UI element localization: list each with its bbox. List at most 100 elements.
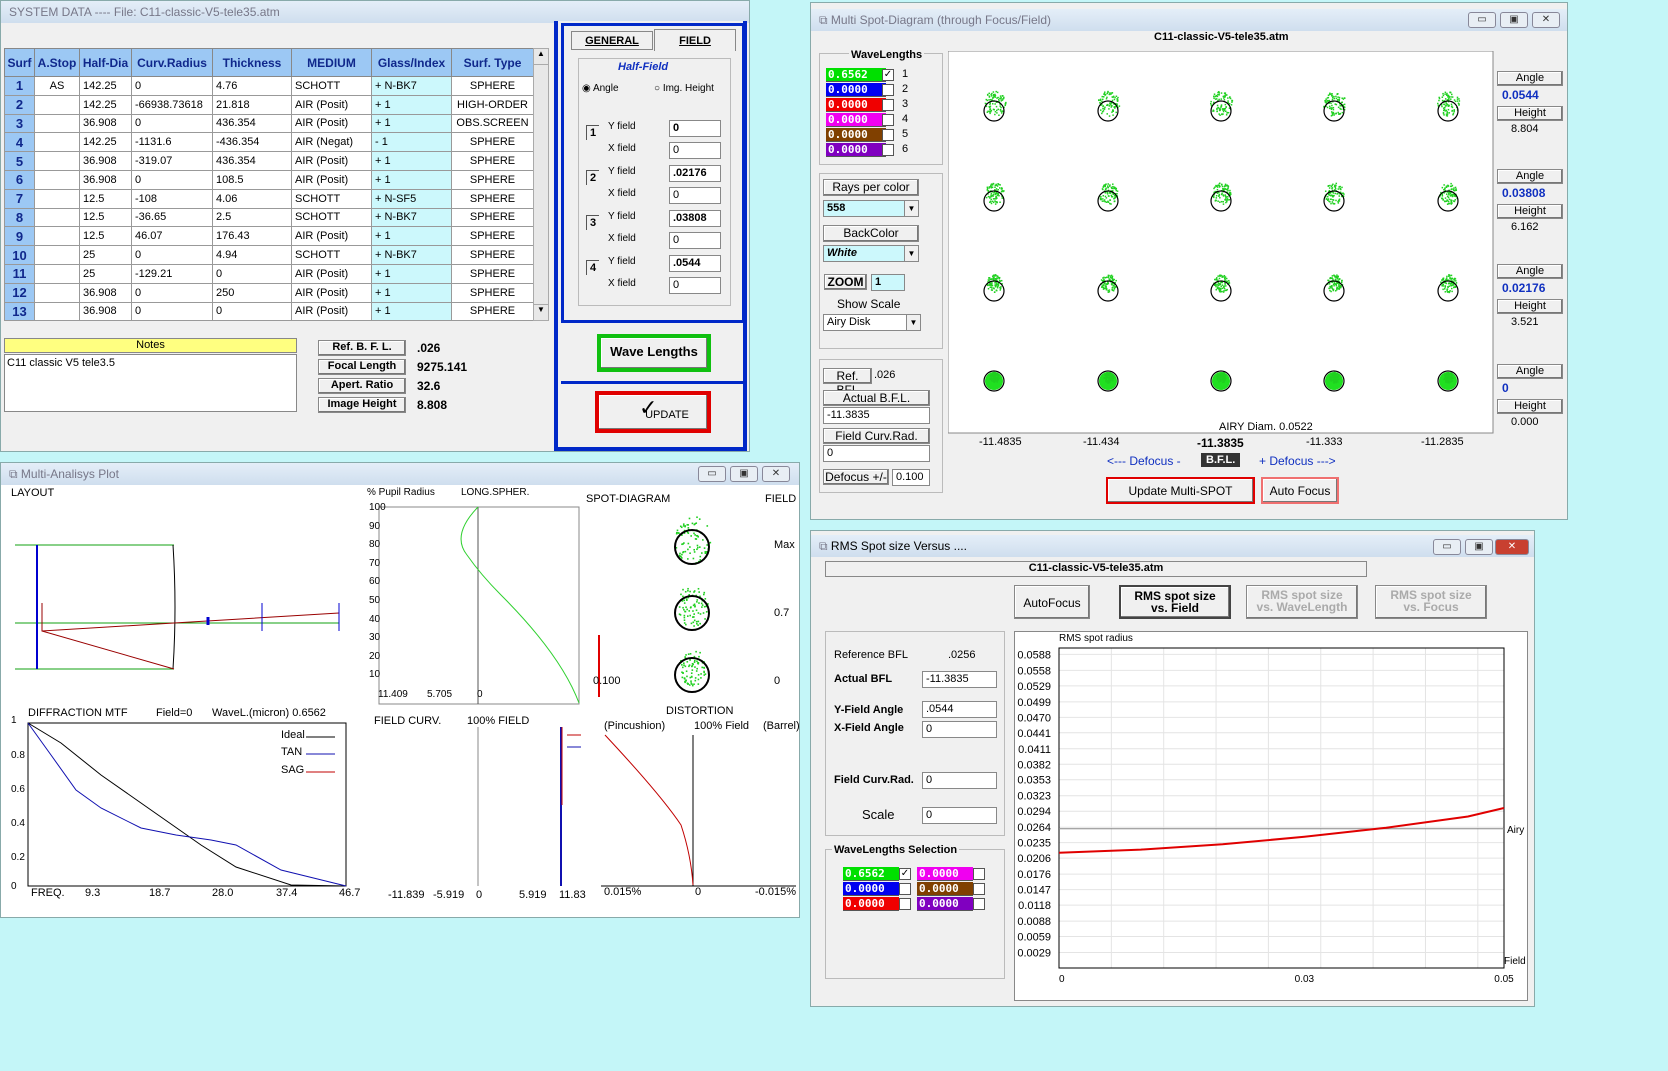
table-cell[interactable]: 142.25 (79, 94, 132, 115)
wavelength-swatch[interactable]: 0.0000 (917, 882, 973, 896)
y-field-input[interactable]: 0 (669, 120, 721, 137)
table-cell[interactable]: 4.76 (212, 76, 292, 96)
wavelength-checkbox[interactable] (882, 129, 894, 141)
rms-vs-field-button[interactable]: RMS spot size vs. Field (1119, 585, 1231, 619)
table-cell[interactable]: - 1 (371, 132, 452, 153)
wavelength-swatch[interactable]: 0.0000 (843, 897, 899, 911)
maximize-button[interactable]: ▣ (1465, 539, 1493, 555)
wavelength-checkbox[interactable] (882, 114, 894, 126)
table-cell[interactable]: 2.5 (212, 207, 292, 228)
table-cell[interactable]: + 1 (371, 282, 452, 303)
table-cell[interactable] (34, 282, 80, 303)
table-cell[interactable]: 12.5 (79, 207, 132, 228)
table-row[interactable]: 12 36.908 0 250 AIR (Posit) + 1 SPHERE (4, 282, 534, 303)
table-cell[interactable]: + N-SF5 (371, 188, 452, 209)
table-cell[interactable]: AIR (Posit) (291, 151, 372, 171)
table-row[interactable]: 9 12.5 46.07 176.43 AIR (Posit) + 1 SPHERE (4, 226, 534, 247)
wavelength-swatch[interactable]: 0.6562 (826, 68, 886, 82)
scale-select[interactable]: Airy Disk ▼ (823, 314, 921, 331)
actual-bfl-input[interactable]: -11.3835 (823, 407, 930, 424)
table-scrollbar[interactable]: ▲ ▼ (533, 48, 549, 321)
table-cell[interactable]: AIR (Posit) (291, 263, 372, 284)
table-cell[interactable]: 8 (4, 207, 35, 228)
table-cell[interactable] (34, 113, 80, 134)
table-cell[interactable]: 3 (4, 113, 35, 134)
table-cell[interactable]: + 1 (371, 113, 452, 134)
table-cell[interactable]: SCHOTT (291, 207, 372, 228)
column-header[interactable]: Thickness (212, 48, 292, 77)
column-header[interactable]: Curv.Radius (131, 48, 213, 77)
column-header[interactable]: Half-Dia (79, 48, 132, 77)
table-cell[interactable]: 142.25 (79, 76, 132, 96)
table-cell[interactable] (34, 301, 80, 322)
actual-bfl-input[interactable]: -11.3835 (922, 671, 997, 688)
table-cell[interactable]: 108.5 (212, 169, 292, 190)
wavelength-checkbox[interactable] (899, 883, 911, 895)
table-cell[interactable]: 0 (131, 282, 213, 303)
table-row[interactable]: 3 36.908 0 436.354 AIR (Posit) + 1 OBS.SCREEN (4, 113, 534, 134)
table-row[interactable]: 10 25 0 4.94 SCHOTT + N-BK7 SPHERE (4, 245, 534, 265)
autofocus-button[interactable]: AutoFocus (1014, 585, 1090, 619)
field-curv-input[interactable]: 0 (922, 772, 997, 789)
table-cell[interactable]: + 1 (371, 169, 452, 190)
table-cell[interactable]: SPHERE (451, 132, 534, 153)
table-cell[interactable]: 12 (4, 282, 35, 303)
table-cell[interactable]: 7 (4, 188, 35, 209)
y-field-input[interactable]: .0544 (669, 255, 721, 272)
table-cell[interactable]: -1131.6 (131, 132, 213, 153)
y-field-angle-input[interactable]: .0544 (922, 701, 997, 718)
table-cell[interactable]: 5 (4, 151, 35, 171)
x-field-input[interactable]: 0 (669, 187, 721, 204)
backcolor-select[interactable]: White ▼ (823, 245, 919, 262)
wavelength-checkbox[interactable] (973, 883, 985, 895)
table-cell[interactable]: SPHERE (451, 245, 534, 265)
table-cell[interactable]: 436.354 (212, 113, 292, 134)
x-field-input[interactable]: 0 (669, 232, 721, 249)
minimize-button[interactable]: ▭ (1468, 12, 1496, 28)
column-header[interactable]: Glass/Index (371, 48, 452, 77)
wavelength-swatch[interactable]: 0.0000 (826, 83, 886, 97)
x-field-angle-input[interactable]: 0 (922, 721, 997, 738)
table-cell[interactable]: + 1 (371, 301, 452, 322)
table-cell[interactable]: SPHERE (451, 226, 534, 247)
column-header[interactable]: Surf (4, 48, 35, 77)
table-cell[interactable]: 12.5 (79, 226, 132, 247)
wavelength-checkbox[interactable]: ✓ (882, 69, 894, 81)
wavelength-checkbox[interactable]: ✓ (899, 868, 911, 880)
defocus-input[interactable]: 0.100 (892, 469, 930, 486)
table-cell[interactable]: SPHERE (451, 76, 534, 96)
table-cell[interactable]: HIGH-ORDER (451, 94, 534, 115)
table-cell[interactable]: 0 (131, 113, 213, 134)
table-cell[interactable]: SPHERE (451, 282, 534, 303)
table-cell[interactable]: 4 (4, 132, 35, 153)
table-cell[interactable]: 0 (212, 263, 292, 284)
tab-general[interactable]: GENERAL (571, 31, 653, 50)
table-cell[interactable]: 12.5 (79, 188, 132, 209)
table-cell[interactable]: -319.07 (131, 151, 213, 171)
y-field-input[interactable]: .03808 (669, 210, 721, 227)
table-cell[interactable]: 0 (131, 76, 213, 96)
table-row[interactable]: 4 142.25 -1131.6 -436.354 AIR (Negat) - 1 SPHE… (4, 132, 534, 153)
table-cell[interactable]: 0 (212, 301, 292, 322)
table-cell[interactable]: AIR (Posit) (291, 113, 372, 134)
wavelength-swatch[interactable]: 0.0000 (917, 867, 973, 881)
table-row[interactable]: 1 AS 142.25 0 4.76 SCHOTT + N-BK7 SPHERE (4, 76, 534, 96)
table-row[interactable]: 7 12.5 -108 4.06 SCHOTT + N-SF5 SPHERE (4, 188, 534, 209)
table-cell[interactable]: 13 (4, 301, 35, 322)
radio-angle[interactable]: ◉ Angle (582, 83, 619, 94)
table-cell[interactable]: SPHERE (451, 207, 534, 228)
table-cell[interactable]: AIR (Posit) (291, 94, 372, 115)
y-field-input[interactable]: .02176 (669, 165, 721, 182)
close-button[interactable]: ✕ (762, 466, 790, 482)
auto-focus-button[interactable]: Auto Focus (1261, 477, 1339, 504)
rms-vs-focus-button[interactable]: RMS spot size vs. Focus (1375, 585, 1487, 619)
table-cell[interactable]: 142.25 (79, 132, 132, 153)
table-cell[interactable]: 46.07 (131, 226, 213, 247)
radio-img-height[interactable]: ○ Img. Height (654, 83, 714, 94)
wavelength-swatch[interactable]: 0.0000 (843, 882, 899, 896)
rms-vs-wavelength-button[interactable]: RMS spot size vs. WaveLength (1246, 585, 1358, 619)
table-cell[interactable]: 36.908 (79, 169, 132, 190)
table-cell[interactable] (34, 188, 80, 209)
minimize-button[interactable]: ▭ (698, 466, 726, 482)
wavelength-checkbox[interactable] (973, 898, 985, 910)
